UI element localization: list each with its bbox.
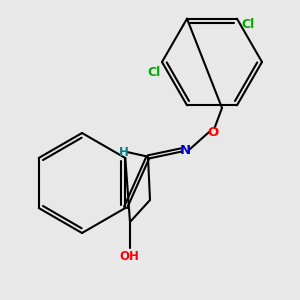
Text: Cl: Cl xyxy=(241,18,254,31)
Text: N: N xyxy=(179,143,191,157)
Text: Cl: Cl xyxy=(147,66,160,79)
Text: H: H xyxy=(119,146,129,158)
Text: O: O xyxy=(207,125,219,139)
Text: OH: OH xyxy=(119,250,139,263)
